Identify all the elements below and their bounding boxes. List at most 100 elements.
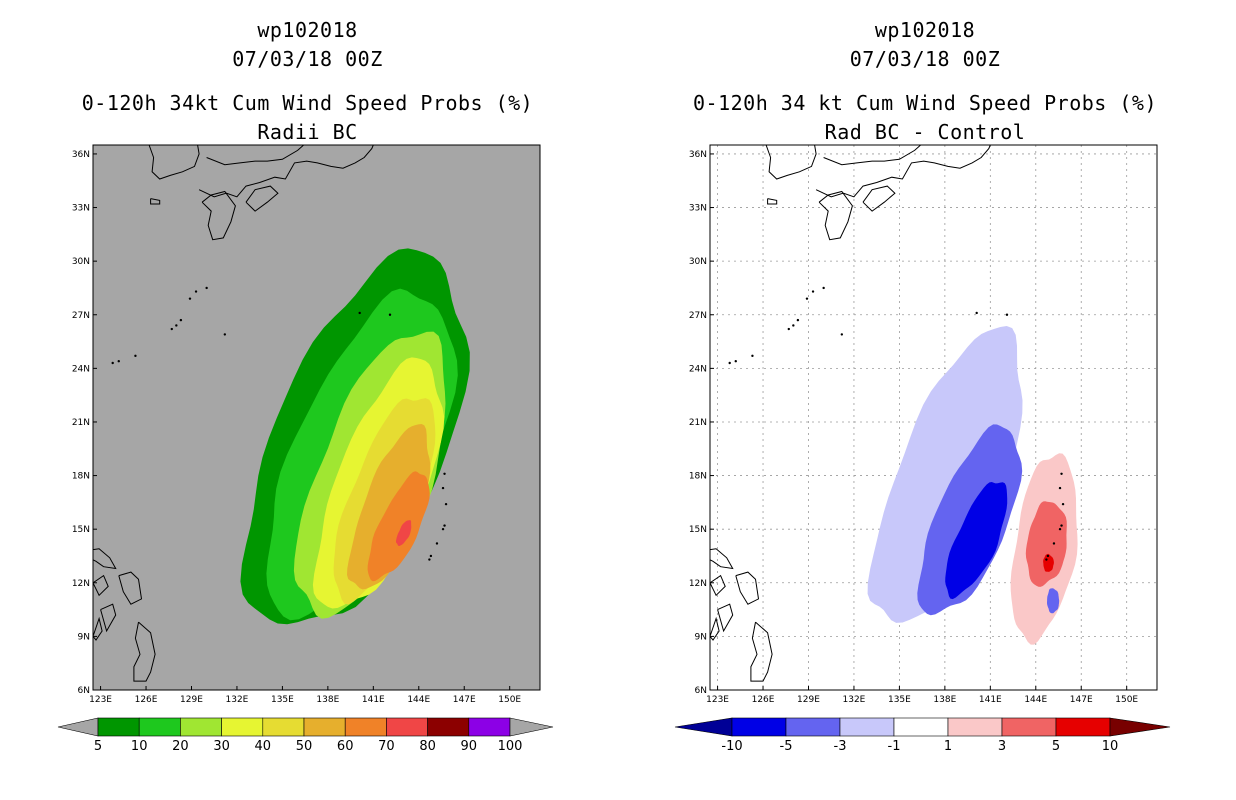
coastline <box>118 571 143 605</box>
left-title: wp102018 07/03/18 00Z 0-120h 34kt Cum Wi… <box>60 16 555 147</box>
island <box>822 286 825 290</box>
coastlines <box>710 145 1065 682</box>
island <box>1046 554 1050 558</box>
y-tick-label: 15N <box>689 525 707 535</box>
right-title: wp102018 07/03/18 00Z 0-120h 34 kt Cum W… <box>670 16 1180 147</box>
map-frame <box>709 144 1158 691</box>
coastline <box>93 574 109 597</box>
y-tick-label: 12N <box>72 579 90 589</box>
x-tick-label: 129E <box>180 695 203 705</box>
colorbar-label: -5 <box>780 739 793 754</box>
colorbar-extend-left <box>674 717 733 737</box>
colorbar-label: -3 <box>834 739 847 754</box>
left-chart-subtitle: Radii BC <box>257 120 358 144</box>
island <box>194 290 198 293</box>
island <box>428 558 431 561</box>
coastline <box>717 603 734 633</box>
map-area <box>93 145 556 682</box>
coastline <box>765 145 817 180</box>
colorbar-label: 3 <box>998 739 1006 754</box>
x-tick-label: 147E <box>1070 695 1093 705</box>
colorbar-swatch <box>731 717 787 737</box>
right-storm-id: wp102018 <box>874 18 976 42</box>
x-tick-label: 144E <box>1024 695 1047 705</box>
colorbar-label: 90 <box>461 739 478 754</box>
right-date: 07/03/18 00Z <box>849 47 1001 71</box>
map-area <box>710 145 1157 690</box>
island <box>811 290 815 293</box>
coastline <box>148 145 200 180</box>
colorbar-label: 70 <box>378 739 395 754</box>
colorbar-label: -1 <box>888 739 901 754</box>
map-frame <box>92 144 541 691</box>
island <box>1061 502 1065 506</box>
x-tick-label: 147E <box>453 695 476 705</box>
colorbar-swatch <box>262 717 305 737</box>
island <box>728 361 731 365</box>
coastline <box>710 574 726 597</box>
colorbar-label: 5 <box>94 739 102 754</box>
right-chart-subtitle: Rad BC - Control <box>824 120 1026 144</box>
y-tick-label: 21N <box>689 418 707 428</box>
colorbar-label: 50 <box>296 739 313 754</box>
panel-left: 123E 126E 129E 132E 135E 138E 141E 144E 147E 150E… <box>72 144 556 705</box>
y-tick-label: 33N <box>689 204 707 214</box>
left-date: 07/03/18 00Z <box>232 47 383 71</box>
coastline <box>198 145 374 198</box>
colorbar-swatch <box>785 717 841 737</box>
island <box>1060 472 1063 475</box>
island <box>1058 486 1062 490</box>
colorbar-label: 10 <box>1102 739 1119 754</box>
y-tick-label: 15N <box>72 525 90 535</box>
island <box>1005 313 1009 316</box>
x-tick-label: 141E <box>362 695 385 705</box>
island <box>796 318 800 322</box>
colorbar-swatch <box>97 717 140 737</box>
contour-level-3 <box>1025 501 1067 587</box>
coastline <box>767 198 778 205</box>
y-tick-label: 9N <box>78 632 90 642</box>
colorbar-swatch <box>1055 717 1111 737</box>
colorbar-label: 5 <box>1052 739 1060 754</box>
y-tick-label: 18N <box>72 472 90 482</box>
colorbar-label: 40 <box>255 739 272 754</box>
x-tick-label: 144E <box>407 695 430 705</box>
contour-level-neg5 <box>945 482 1008 600</box>
x-tick-label: 126E <box>752 695 775 705</box>
colorbar-swatch <box>839 717 895 737</box>
island <box>443 472 446 475</box>
y-tick-label: 18N <box>689 472 707 482</box>
colorbar-label: 60 <box>337 739 354 754</box>
coastline <box>815 145 991 198</box>
y-tick-label: 6N <box>78 686 90 696</box>
island <box>429 554 433 558</box>
island <box>751 354 754 358</box>
island <box>175 324 178 327</box>
island <box>554 362 556 364</box>
colorbar-swatch <box>303 717 346 737</box>
island <box>444 502 448 506</box>
x-tick-label: 132E <box>226 695 249 705</box>
x-tick-label: 123E <box>89 695 112 705</box>
island <box>792 324 795 327</box>
coastline <box>150 198 161 205</box>
y-tick-label: 27N <box>689 311 707 321</box>
island <box>111 361 114 365</box>
coastline <box>818 190 853 241</box>
colorbar-label: -10 <box>721 739 742 754</box>
y-tick-label: 36N <box>72 150 90 160</box>
colorbar-swatch <box>344 717 387 737</box>
coastline <box>710 616 720 641</box>
y-tick-label: 27N <box>72 311 90 321</box>
x-tick-label: 132E <box>843 695 866 705</box>
x-tick-label: 150E <box>498 695 521 705</box>
coastline <box>133 621 156 682</box>
colorbar-label: 80 <box>419 739 436 754</box>
x-tick-label: 135E <box>271 695 294 705</box>
y-tick-label: 21N <box>72 418 90 428</box>
y-tick-label: 36N <box>689 150 707 160</box>
coastline <box>735 571 760 605</box>
coastline <box>245 185 279 212</box>
island <box>435 542 439 545</box>
contour-level-neg1 <box>867 326 1023 623</box>
